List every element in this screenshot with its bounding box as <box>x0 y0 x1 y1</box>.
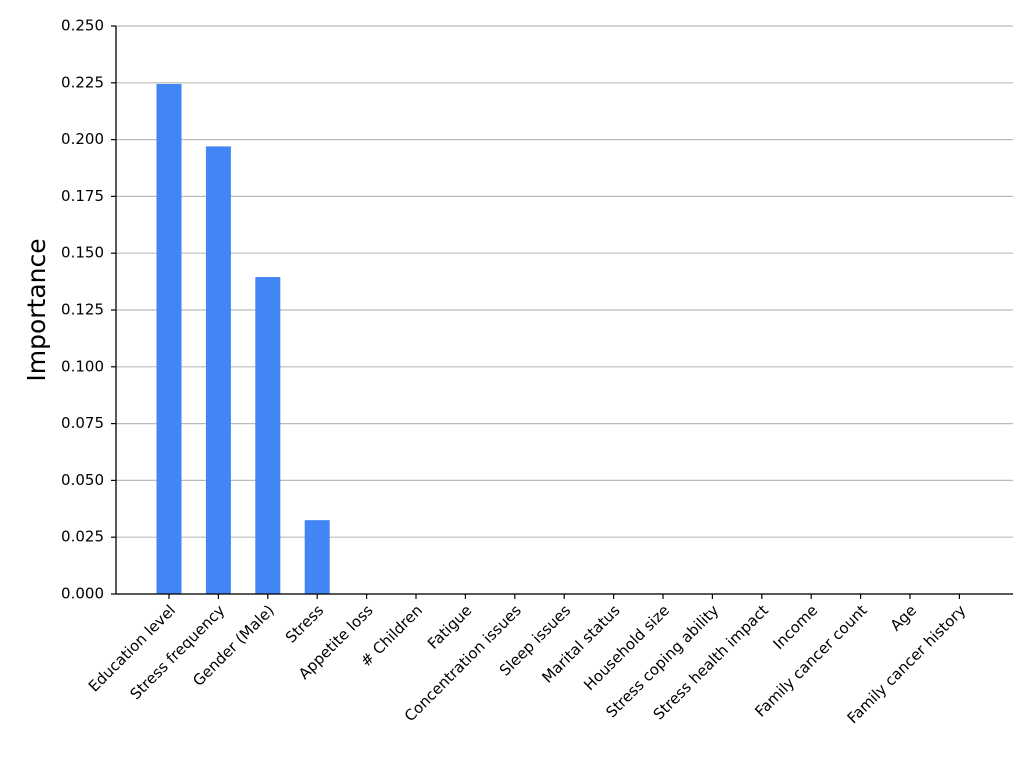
x-tick-label: Household size <box>580 601 673 694</box>
y-tick-label: 0.250 <box>61 17 104 35</box>
y-tick-label: 0.175 <box>61 187 104 205</box>
y-tick-label: 0.150 <box>61 244 104 262</box>
bar <box>156 83 182 594</box>
bar <box>304 520 330 594</box>
y-axis-label: Importance <box>22 238 51 381</box>
y-tick-label: 0.025 <box>61 528 104 546</box>
x-tick-label: Education level <box>85 601 179 695</box>
y-tick-label: 0.225 <box>61 73 104 91</box>
bar <box>205 146 231 594</box>
y-tick-label: 0.050 <box>61 471 104 489</box>
x-tick-label: Stress <box>282 601 327 646</box>
bar <box>255 277 281 594</box>
y-tick-label: 0.000 <box>61 585 104 603</box>
y-tick-label: 0.200 <box>61 130 104 148</box>
y-tick-label: 0.125 <box>61 301 104 319</box>
y-tick-label: 0.075 <box>61 414 104 432</box>
x-tick-label: Age <box>887 601 920 634</box>
y-tick-label: 0.100 <box>61 357 104 375</box>
